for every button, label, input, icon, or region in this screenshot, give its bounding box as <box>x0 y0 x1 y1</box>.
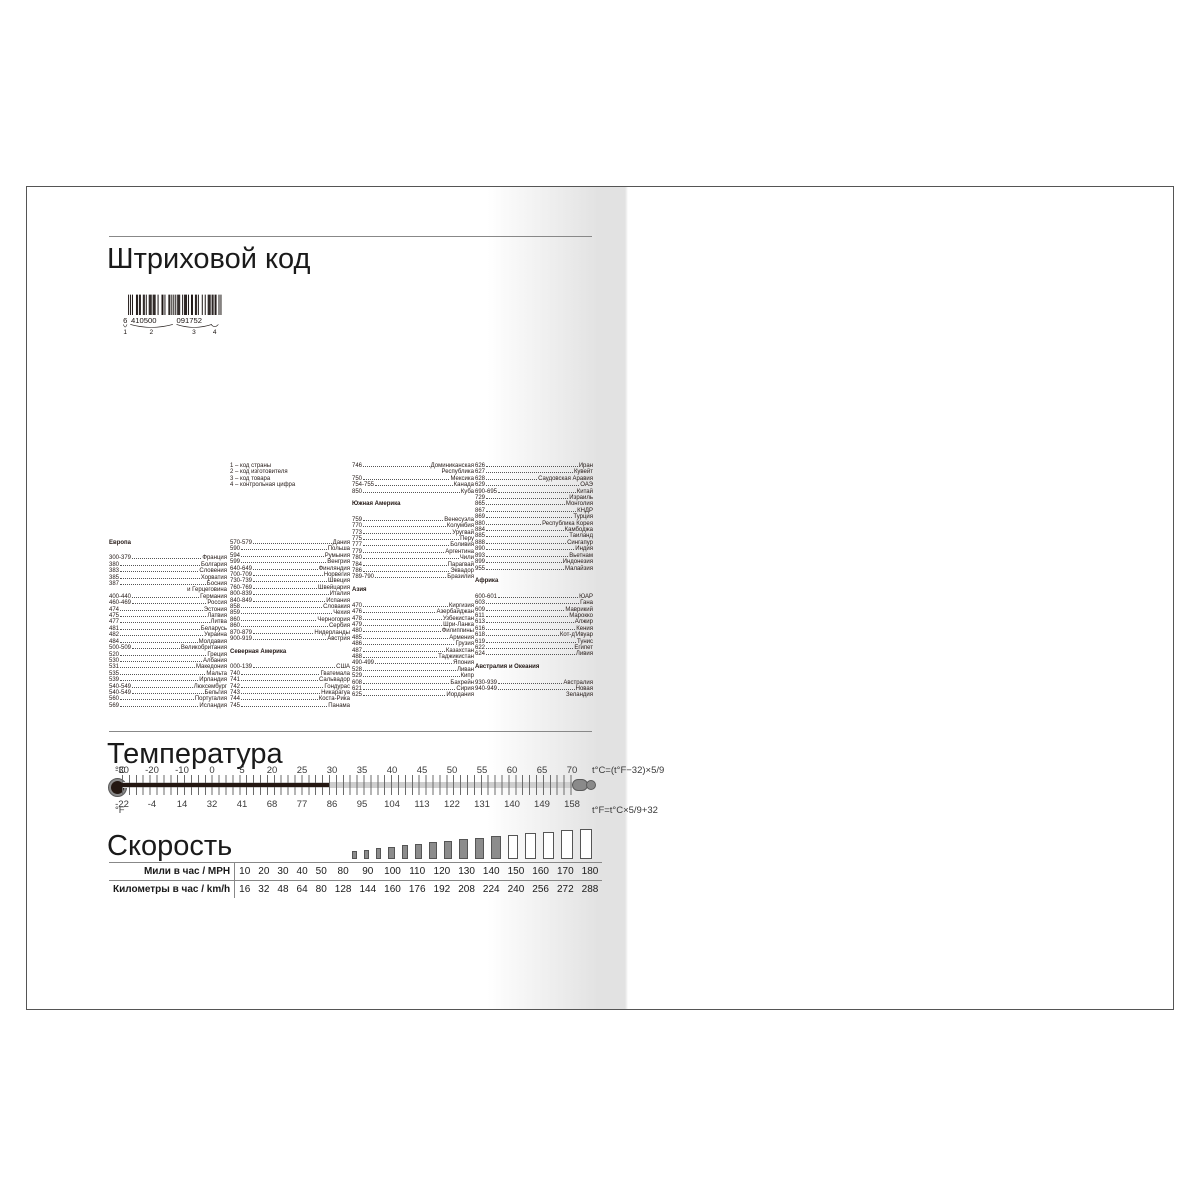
svg-text:3: 3 <box>192 329 196 336</box>
svg-text:6: 6 <box>123 316 127 325</box>
svg-text:4: 4 <box>213 329 217 336</box>
svg-text:2: 2 <box>150 329 154 336</box>
svg-text:410500: 410500 <box>131 316 156 325</box>
svg-text:1: 1 <box>123 329 127 336</box>
svg-text:091752: 091752 <box>177 316 202 325</box>
